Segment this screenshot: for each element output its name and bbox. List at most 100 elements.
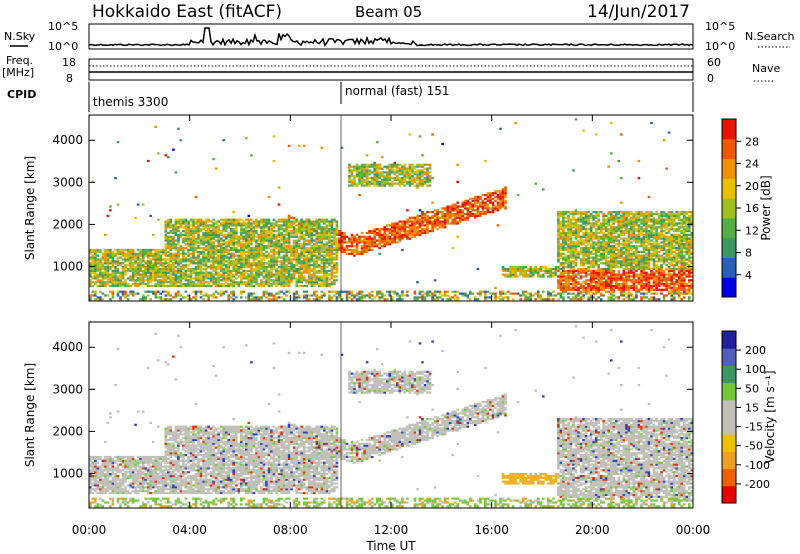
power-cell	[187, 279, 190, 282]
power-cell	[212, 241, 215, 244]
power-cell	[232, 262, 235, 265]
power-cell	[469, 201, 472, 204]
power-cell	[594, 281, 598, 284]
power-cell	[227, 269, 230, 272]
power-cell	[217, 220, 220, 223]
power-cell	[612, 211, 616, 214]
power-cell	[320, 226, 324, 229]
power-cell	[149, 273, 152, 276]
power-cell	[141, 275, 145, 278]
power-cell	[315, 243, 319, 246]
power-cell	[222, 267, 225, 271]
power-cell	[557, 230, 560, 233]
power-cell	[297, 262, 301, 265]
power-cell	[184, 264, 188, 267]
power-cell	[370, 178, 374, 182]
power-cell	[388, 230, 392, 233]
power-cell	[232, 254, 235, 257]
power-cell	[380, 173, 384, 176]
power-cell	[297, 237, 301, 240]
power-cell	[187, 237, 190, 240]
power-cell	[453, 214, 457, 217]
power-cell	[567, 269, 570, 272]
power-cell	[514, 267, 517, 271]
power-cell	[209, 281, 213, 284]
power-cell	[136, 254, 140, 257]
power-cell	[406, 233, 409, 236]
power-cell	[307, 248, 311, 252]
power-cell	[348, 296, 351, 299]
power-cell	[607, 286, 610, 289]
power-cell	[169, 220, 173, 223]
power-cell	[250, 273, 253, 276]
power-cell	[320, 275, 324, 278]
power-cell	[257, 250, 261, 253]
power-cell	[496, 205, 500, 208]
power-cell	[260, 262, 263, 265]
power-cell	[179, 245, 183, 248]
power-cell	[562, 235, 565, 238]
power-cell	[476, 214, 480, 217]
power-cell	[597, 245, 600, 248]
power-cell	[282, 218, 286, 221]
power-cell	[247, 220, 251, 223]
power-cell	[365, 245, 369, 248]
power-cell	[219, 258, 223, 261]
power-cell	[589, 275, 593, 278]
power-cell	[328, 248, 331, 252]
power-cell	[348, 248, 351, 252]
power-cell	[275, 269, 278, 272]
power-cell	[194, 243, 198, 246]
power-cell	[375, 163, 379, 166]
power-cell	[179, 231, 183, 235]
power-cell	[229, 292, 233, 295]
power-cell	[607, 277, 610, 280]
power-cell	[184, 260, 188, 263]
power-cell	[227, 218, 230, 221]
power-cell	[403, 178, 407, 182]
power-cell	[431, 228, 434, 231]
power-cell	[197, 222, 200, 225]
power-cell	[232, 218, 235, 221]
power-cell	[489, 192, 492, 195]
power-cell	[423, 214, 427, 217]
power-cell	[214, 267, 218, 271]
power-cell	[340, 298, 344, 301]
power-cell	[458, 209, 462, 212]
power-cell	[292, 271, 296, 274]
power-cell	[189, 241, 193, 244]
power-cell	[421, 173, 424, 176]
power-cell	[333, 218, 336, 221]
power-cell	[489, 207, 492, 210]
power-cell	[499, 207, 502, 210]
power-cell	[333, 247, 336, 250]
power-cell	[187, 273, 190, 276]
power-cell	[177, 269, 180, 272]
power-cell	[240, 233, 243, 236]
power-cell	[348, 290, 351, 293]
power-cell	[209, 245, 213, 248]
power-cell	[604, 250, 608, 253]
power-cell	[597, 231, 600, 235]
power-cell	[597, 283, 600, 286]
power-cell	[272, 262, 276, 265]
power-cell	[446, 205, 449, 208]
power-cell	[501, 269, 505, 272]
power-cell	[333, 241, 336, 244]
power-cell	[348, 241, 351, 244]
power-cell	[511, 266, 515, 269]
power-cell	[380, 235, 384, 238]
power-cell	[141, 256, 145, 259]
power-cell	[250, 284, 253, 288]
power-cell	[569, 286, 573, 289]
power-cell	[607, 283, 610, 286]
power-cell	[270, 239, 273, 242]
power-cell	[345, 252, 349, 255]
power-cell	[594, 290, 598, 293]
power-cell	[579, 220, 583, 223]
power-cell	[199, 269, 203, 272]
power-cell	[250, 230, 253, 233]
power-cell	[214, 230, 218, 233]
power-cell	[559, 222, 563, 225]
power-cell	[587, 284, 590, 288]
